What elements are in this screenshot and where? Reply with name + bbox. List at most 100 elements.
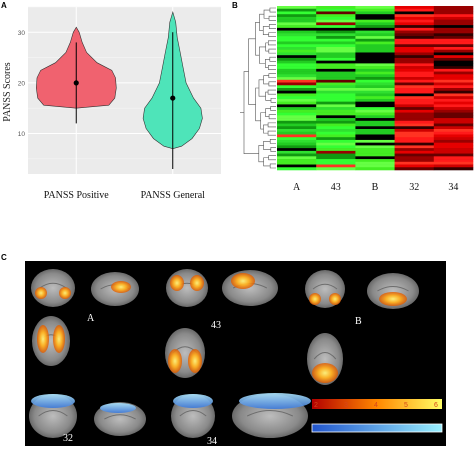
heatmap-cell bbox=[394, 36, 435, 40]
heatmap-cell bbox=[316, 33, 356, 37]
heatmap-cell bbox=[316, 148, 356, 152]
heatmap-cell bbox=[355, 63, 395, 67]
heatmap-cell bbox=[394, 25, 435, 29]
heatmap-cell bbox=[277, 57, 317, 61]
colorbar-tick-label: 4 bbox=[374, 402, 378, 409]
heatmap-cell bbox=[433, 134, 474, 138]
heatmap-cell bbox=[277, 118, 317, 122]
heatmap-cell bbox=[433, 52, 474, 56]
median-point-2 bbox=[170, 95, 176, 101]
dendrogram-branch bbox=[263, 124, 269, 134]
brain-a-axial bbox=[32, 316, 70, 366]
heatmap-cell bbox=[433, 85, 474, 89]
heatmap-cell bbox=[433, 71, 474, 75]
brain-b-coronal bbox=[305, 270, 345, 308]
heatmap-cell bbox=[433, 150, 474, 154]
heatmap-cell bbox=[277, 44, 317, 48]
heatmap-cell bbox=[394, 66, 435, 70]
heatmap-cell bbox=[394, 129, 435, 133]
heatmap-cell bbox=[355, 134, 395, 138]
heatmap-cell bbox=[277, 30, 317, 34]
heatmap-cell bbox=[316, 123, 356, 127]
dendrogram-branch bbox=[268, 48, 276, 54]
column-label: A bbox=[293, 182, 301, 193]
brain-sulcus bbox=[377, 286, 409, 292]
heatmap-cell bbox=[316, 49, 356, 53]
heatmap-cell bbox=[355, 115, 395, 119]
x-axis: PANSS Positive PANSS General bbox=[44, 190, 205, 201]
dendrogram bbox=[239, 7, 276, 169]
heatmap-cell bbox=[355, 131, 395, 135]
heatmap-cell bbox=[316, 11, 356, 15]
dendrogram-branch bbox=[265, 58, 270, 68]
activation-blob bbox=[53, 325, 65, 353]
heatmap-cell bbox=[394, 82, 435, 86]
heatmap-cell bbox=[433, 49, 474, 53]
heatmap-cell bbox=[355, 57, 395, 61]
heatmap-cell bbox=[355, 16, 395, 20]
heatmap-cell bbox=[394, 77, 435, 81]
activation-blob bbox=[188, 349, 202, 373]
brain-32-coronal bbox=[29, 394, 77, 438]
heatmap-cell bbox=[277, 139, 317, 143]
heatmap-cell bbox=[277, 6, 317, 10]
heatmap-cell bbox=[433, 47, 474, 51]
heatmap-cell bbox=[394, 11, 435, 15]
heatmap-cell bbox=[433, 8, 474, 12]
dendrogram-branch bbox=[258, 79, 266, 97]
heatmap-cell bbox=[316, 25, 356, 29]
column-label: B bbox=[372, 182, 379, 193]
median-point-1 bbox=[73, 80, 79, 86]
dendrogram-branch bbox=[265, 91, 271, 101]
heatmap-cell bbox=[433, 14, 474, 18]
heatmap-cell bbox=[394, 156, 435, 160]
heatmap-cell bbox=[277, 52, 317, 56]
heatmap-cell bbox=[277, 71, 317, 75]
heatmap-cell bbox=[394, 52, 435, 56]
heatmap-cell bbox=[433, 126, 474, 130]
heatmap-cell bbox=[394, 145, 435, 149]
brain-sulcus bbox=[312, 283, 338, 290]
heatmap-cell bbox=[316, 55, 356, 59]
heatmap-cell bbox=[277, 22, 317, 26]
heatmap-cell bbox=[316, 71, 356, 75]
colorbar-positive bbox=[312, 399, 442, 409]
brain-a-sagittal bbox=[91, 272, 139, 306]
heatmap-cell bbox=[316, 90, 356, 94]
heatmap-cells bbox=[277, 6, 474, 171]
heatmap-cell bbox=[433, 27, 474, 31]
heatmap-cell bbox=[394, 167, 435, 171]
heatmap-cell bbox=[316, 30, 356, 34]
heatmap-cell bbox=[355, 79, 395, 83]
heatmap-cell bbox=[355, 161, 395, 165]
heatmap-cell bbox=[355, 167, 395, 171]
heatmap-cell bbox=[433, 25, 474, 29]
heatmap-cell bbox=[316, 14, 356, 18]
heatmap-cell bbox=[355, 88, 395, 92]
dendrogram-branch bbox=[270, 97, 276, 103]
heatmap-cell bbox=[433, 112, 474, 116]
heatmap-cell bbox=[433, 22, 474, 26]
heatmap-cell bbox=[394, 109, 435, 113]
dendrogram-branch bbox=[248, 38, 256, 105]
heatmap-cell bbox=[316, 107, 356, 111]
brain-34-sagittal bbox=[232, 393, 311, 438]
heatmap-cell bbox=[394, 16, 435, 20]
heatmap-cell bbox=[394, 112, 435, 116]
heatmap-cell bbox=[433, 88, 474, 92]
heatmap-cell bbox=[316, 22, 356, 26]
deactivation-blob bbox=[173, 394, 213, 408]
heatmap-cell bbox=[277, 79, 317, 83]
heatmap-cell bbox=[277, 107, 317, 111]
heatmap-cell bbox=[355, 137, 395, 141]
heatmap-cell bbox=[355, 14, 395, 18]
colorbar-tick-label: 2 bbox=[314, 402, 318, 409]
heatmap-cell bbox=[394, 30, 435, 34]
heatmap-cell bbox=[277, 129, 317, 133]
heatmap-cell bbox=[316, 109, 356, 113]
heatmap-cell bbox=[394, 88, 435, 92]
heatmap-cell bbox=[433, 156, 474, 160]
heatmap-cell bbox=[316, 74, 356, 78]
activation-blob bbox=[309, 293, 321, 305]
dendrogram-branch bbox=[269, 56, 276, 62]
